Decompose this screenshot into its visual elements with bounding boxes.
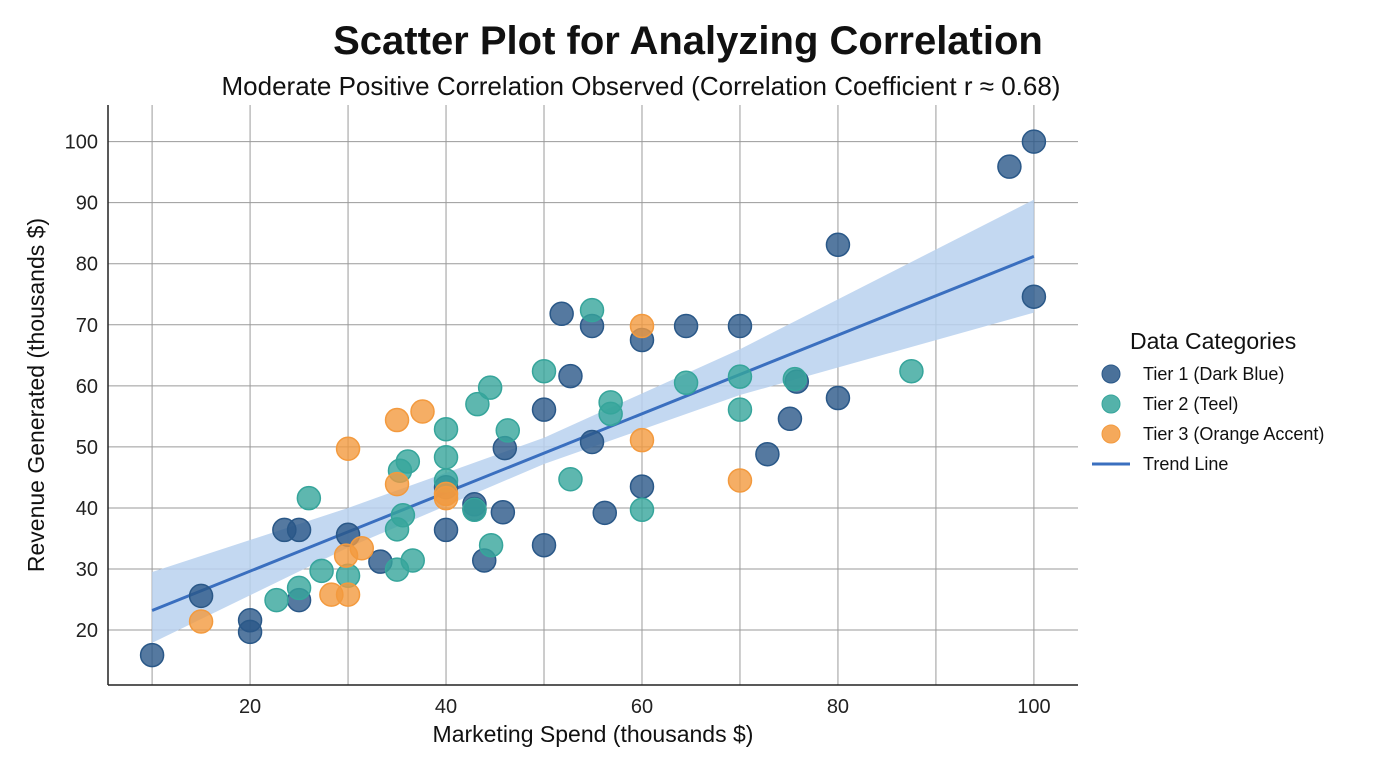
data-point: [410, 399, 435, 424]
y-tick-label: 50: [76, 437, 98, 459]
data-point: [477, 375, 503, 400]
data-point: [629, 427, 655, 453]
y-tick-label: 30: [76, 559, 98, 581]
confidence-band-area: [152, 199, 1034, 643]
data-point: [1021, 284, 1047, 309]
grid: [108, 105, 1078, 685]
data-point: [490, 499, 516, 525]
data-point: [727, 468, 753, 493]
x-tick-label: 100: [1017, 696, 1050, 718]
data-points: [139, 129, 1047, 668]
data-point: [264, 587, 289, 613]
data-point: [495, 418, 521, 443]
data-point: [188, 583, 214, 609]
y-tick-label: 20: [76, 620, 98, 642]
data-point: [465, 391, 490, 417]
data-point: [899, 358, 924, 384]
data-point: [531, 532, 557, 558]
data-point: [598, 401, 623, 427]
legend: Data Categories Tier 1 (Dark Blue) Tier 2…: [1092, 328, 1324, 474]
data-point: [433, 416, 459, 442]
confidence-band: [152, 199, 1034, 643]
data-point: [727, 364, 753, 389]
data-point: [390, 503, 416, 528]
data-point: [549, 301, 574, 327]
data-point: [384, 407, 410, 433]
legend-marker: [1101, 424, 1121, 444]
data-point: [558, 363, 583, 389]
data-point: [188, 609, 214, 634]
data-point: [727, 313, 753, 339]
y-tick-label: 100: [65, 132, 98, 154]
data-point: [592, 500, 618, 526]
data-point: [433, 445, 459, 470]
data-point: [997, 154, 1022, 179]
legend-label: Tier 2 (Teel): [1143, 394, 1238, 414]
chart-title: Scatter Plot for Analyzing Correlation: [333, 19, 1043, 63]
data-point: [531, 358, 557, 384]
x-tick-label: 60: [631, 696, 653, 718]
data-point: [400, 548, 425, 573]
data-point: [673, 313, 699, 339]
legend-marker: [1101, 394, 1121, 414]
data-point: [727, 397, 753, 422]
data-point: [384, 471, 410, 497]
legend-label: Tier 1 (Dark Blue): [1143, 364, 1284, 384]
data-point: [629, 474, 655, 499]
data-point: [579, 429, 605, 455]
axes: 20 30 40 50 60 70 80 90 100 20 40 60 80 100: [65, 105, 1078, 718]
data-point: [335, 582, 361, 607]
data-point: [286, 575, 312, 601]
legend-marker: [1101, 364, 1121, 384]
y-axis-label: Revenue Generated (thousands $): [23, 218, 49, 572]
data-point: [777, 406, 803, 432]
x-tick-label: 20: [239, 696, 261, 718]
y-tick-label: 40: [76, 498, 98, 520]
data-point: [296, 485, 322, 511]
data-point: [139, 642, 165, 668]
data-point: [395, 449, 421, 474]
data-point: [755, 441, 780, 467]
y-tick-label: 60: [76, 376, 98, 398]
data-point: [335, 436, 361, 461]
data-point: [825, 232, 851, 258]
data-point: [579, 297, 605, 323]
legend-title: Data Categories: [1130, 328, 1296, 354]
data-point: [286, 517, 312, 543]
legend-label: Trend Line: [1143, 454, 1228, 474]
x-tick-label: 80: [827, 696, 849, 718]
y-tick-label: 70: [76, 315, 98, 337]
data-point: [531, 397, 557, 422]
data-point: [237, 619, 263, 645]
x-tick-label: 40: [435, 696, 457, 718]
data-point: [309, 558, 334, 584]
data-point: [629, 313, 655, 339]
x-axis-label: Marketing Spend (thousands $): [433, 721, 754, 747]
data-point: [782, 366, 808, 392]
data-point: [673, 370, 699, 396]
data-point: [462, 497, 487, 523]
legend-label: Tier 3 (Orange Accent): [1143, 424, 1324, 444]
chart-subtitle: Moderate Positive Correlation Observed (…: [222, 71, 1061, 101]
data-point: [825, 385, 851, 411]
data-point: [433, 481, 459, 507]
data-point: [1021, 129, 1047, 154]
data-point: [558, 467, 583, 492]
data-point: [433, 517, 459, 543]
data-point: [349, 535, 375, 561]
data-point: [478, 532, 504, 558]
y-tick-label: 80: [76, 254, 98, 276]
data-point: [629, 497, 655, 523]
y-tick-label: 90: [76, 193, 98, 215]
